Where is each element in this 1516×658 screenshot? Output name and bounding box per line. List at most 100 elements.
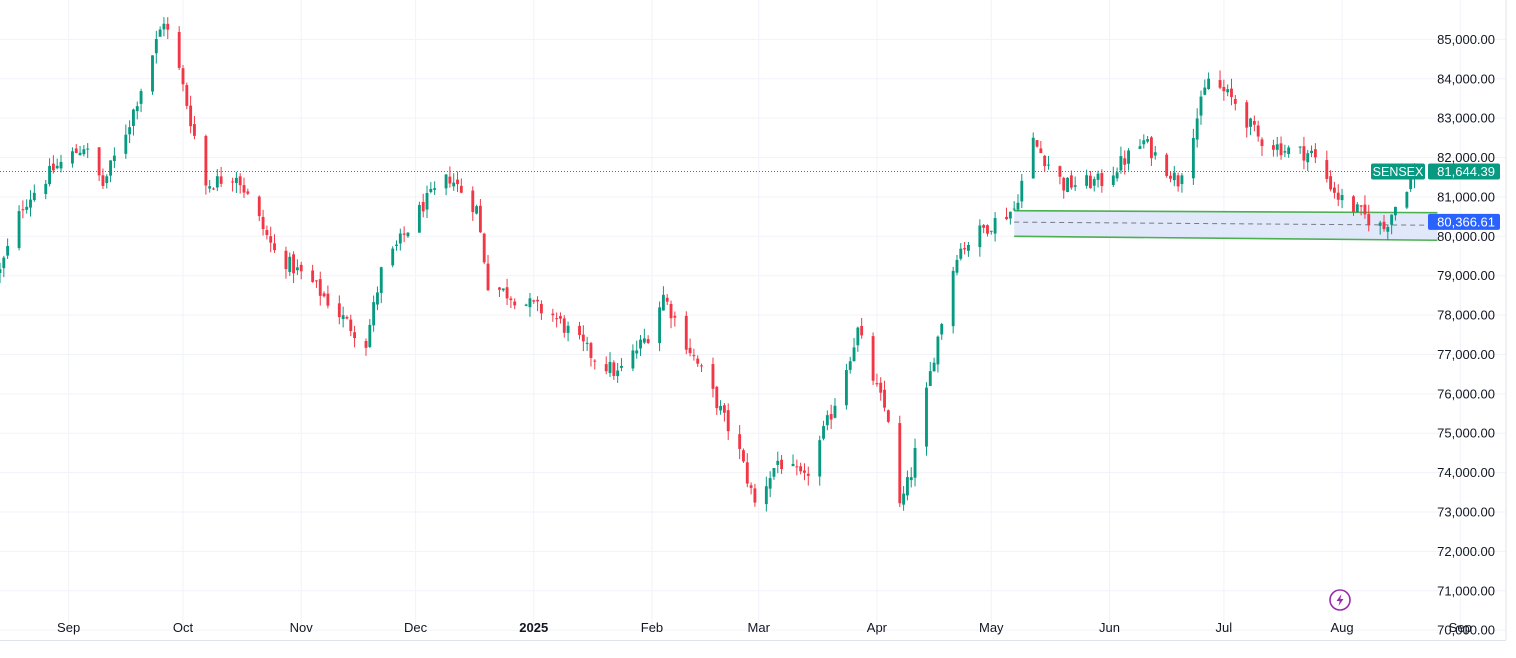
- candle-body: [936, 336, 940, 365]
- candle-body: [940, 324, 944, 335]
- candle-body: [1172, 172, 1176, 181]
- candle-body: [1039, 148, 1043, 154]
- candles: [0, 17, 1416, 512]
- candle-body: [391, 248, 395, 266]
- y-tick-label: 82,000.00: [1437, 150, 1495, 165]
- candle-body: [738, 434, 742, 449]
- candle-body: [86, 148, 90, 150]
- candle-body: [898, 423, 902, 504]
- candle-body: [231, 181, 235, 183]
- candle-body: [246, 191, 250, 194]
- candle-body: [501, 288, 505, 291]
- candle-body: [97, 147, 101, 176]
- candle-body: [1298, 146, 1302, 148]
- candle-body: [1279, 143, 1283, 156]
- candle-body: [456, 179, 459, 185]
- y-tick-label: 83,000.00: [1437, 111, 1495, 126]
- candle-body: [318, 279, 322, 296]
- candle-body: [844, 370, 848, 406]
- candle-body: [1207, 78, 1211, 89]
- candle-body: [860, 325, 864, 336]
- candle-body: [1325, 160, 1329, 179]
- candle-body: [208, 186, 212, 189]
- candle-body: [1146, 139, 1150, 142]
- candle-body: [1115, 172, 1119, 179]
- candle-body: [1119, 156, 1123, 171]
- candle-body: [1394, 206, 1397, 216]
- candle-body: [879, 382, 883, 393]
- candle-body: [875, 383, 879, 385]
- candle-body: [1275, 144, 1279, 150]
- candle-body: [1287, 147, 1291, 154]
- candle-body: [1111, 175, 1115, 185]
- candle-body: [749, 485, 753, 488]
- candle-body: [269, 236, 273, 243]
- candle-body: [486, 263, 490, 291]
- support-zone[interactable]: [1014, 209, 1438, 242]
- candle-body: [1260, 139, 1264, 146]
- candle-body: [566, 325, 570, 333]
- candle-body: [661, 294, 665, 311]
- candle-body: [288, 256, 292, 273]
- y-tick-label: 76,000.00: [1437, 386, 1495, 401]
- candle-body: [1233, 99, 1237, 104]
- candle-body: [1047, 164, 1050, 166]
- candle-body: [1073, 185, 1077, 187]
- x-tick-label: May: [979, 620, 1004, 635]
- y-tick-label: 81,000.00: [1437, 189, 1495, 204]
- candle-body: [74, 148, 78, 153]
- x-tick-label: Oct: [173, 620, 194, 635]
- candle-body: [193, 124, 196, 136]
- candle-body: [1092, 179, 1096, 186]
- candle-body: [234, 177, 238, 184]
- candle-body: [1066, 177, 1069, 192]
- symbol-badge: [1371, 163, 1425, 180]
- candle-body: [959, 248, 963, 259]
- candle-body: [1035, 140, 1039, 147]
- candle-body: [48, 165, 51, 185]
- candle-body: [1176, 175, 1180, 187]
- candle-body: [44, 183, 48, 194]
- candle-body: [402, 233, 406, 235]
- candle-body: [829, 414, 833, 420]
- candle-body: [284, 250, 288, 270]
- y-tick-label: 70,000.00: [1437, 623, 1495, 638]
- candle-body: [524, 304, 528, 306]
- y-tick-label: 78,000.00: [1437, 308, 1495, 323]
- candle-body: [593, 360, 597, 362]
- level-price-badge: [1428, 213, 1500, 230]
- candle-body: [1123, 158, 1127, 165]
- candle-body: [257, 196, 261, 217]
- candle-body: [1352, 196, 1355, 213]
- candle-body: [353, 332, 357, 339]
- candle-body: [795, 466, 799, 468]
- zone-bottom-line: [1014, 235, 1438, 242]
- symbol-label: SENSEX: [1373, 165, 1424, 179]
- candle-body: [928, 371, 932, 386]
- candle-body: [71, 151, 74, 164]
- candle-body: [1230, 88, 1233, 98]
- candle-body: [1340, 194, 1344, 201]
- candle-body: [913, 448, 917, 478]
- candle-body: [1405, 191, 1409, 208]
- lightning-icon[interactable]: [1329, 589, 1351, 611]
- candle-body: [135, 106, 139, 112]
- candle-body: [337, 303, 341, 318]
- candle-body: [78, 152, 82, 156]
- candle-body: [181, 68, 185, 85]
- candle-body: [1271, 145, 1275, 150]
- candle-body: [993, 218, 997, 234]
- candle-body: [513, 301, 517, 306]
- candle-body: [311, 270, 315, 282]
- candle-body: [433, 188, 437, 190]
- candle-body: [1218, 80, 1222, 88]
- candle-body: [322, 293, 326, 297]
- candle-body: [1256, 125, 1260, 137]
- candle-body: [368, 324, 372, 347]
- y-tick-label: 71,000.00: [1437, 583, 1495, 598]
- candle-body: [51, 163, 55, 171]
- candle-body: [822, 426, 825, 439]
- candle-body: [581, 334, 585, 342]
